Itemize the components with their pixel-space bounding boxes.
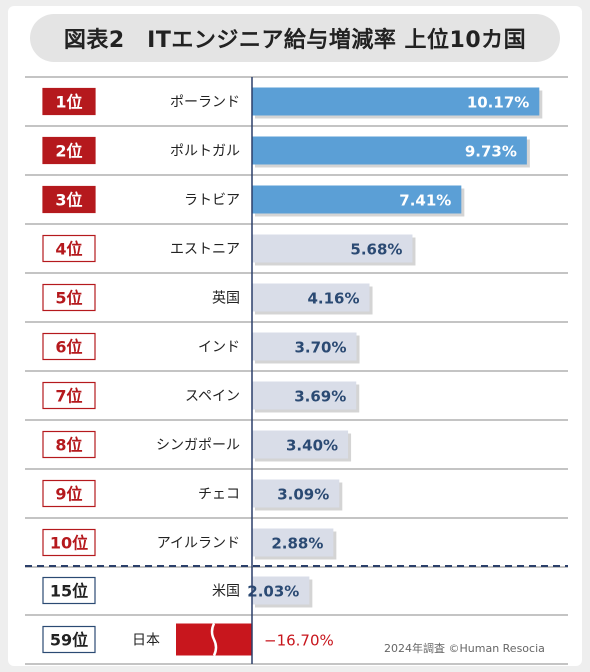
chart-title: 図表2 ITエンジニア給与増減率 上位10カ国 — [30, 14, 560, 62]
value-label: 4.16% — [307, 290, 359, 308]
value-label: 7.41% — [399, 192, 451, 210]
value-label: −16.70% — [264, 632, 334, 650]
rank-label: 8位 — [55, 436, 82, 455]
rank-badge — [42, 332, 96, 361]
bar — [252, 576, 310, 605]
rank-label: 5位 — [55, 289, 82, 308]
bar — [252, 185, 462, 214]
value-label: 3.09% — [277, 486, 329, 504]
rank-label: 7位 — [55, 387, 82, 406]
rank-badge — [42, 283, 96, 312]
rank-label: 3位 — [55, 191, 82, 210]
rank-badge — [42, 576, 96, 605]
country-label: シンガポール — [156, 438, 240, 454]
rank-badge — [42, 625, 96, 654]
value-label: 9.73% — [465, 143, 517, 161]
source-note: 2024年調査 ©Human Resocia — [384, 642, 545, 655]
rank-badge — [42, 234, 96, 263]
bar — [252, 528, 334, 557]
chart-rows: 1位 ポーランド 10.17% 2位 ポルトガル 9.73% 3位 ラトビア 7.41% 4位 エス… — [25, 76, 568, 665]
rank-badge — [42, 381, 96, 410]
rank-badge — [42, 430, 96, 459]
country-label: ポルトガル — [170, 144, 240, 160]
rank-label: 59位 — [50, 631, 88, 650]
bar — [252, 430, 349, 459]
country-label: エストニア — [170, 242, 240, 258]
country-label: 日本 — [132, 633, 160, 649]
value-label: 3.70% — [294, 339, 346, 357]
value-label: 3.40% — [286, 437, 338, 455]
rank-badge — [42, 185, 96, 214]
rank-label: 4位 — [55, 240, 82, 259]
country-label: チェコ — [198, 487, 240, 503]
bar — [252, 87, 540, 116]
bar — [252, 332, 357, 361]
country-label: 米国 — [212, 584, 240, 600]
rank-label: 1位 — [55, 93, 82, 112]
country-label: ポーランド — [170, 95, 240, 111]
rank-badge — [42, 136, 96, 165]
value-label: 2.88% — [271, 535, 323, 553]
country-label: 英国 — [212, 290, 240, 307]
rank-badge — [42, 479, 96, 508]
rank-badge — [42, 528, 96, 557]
rank-label: 15位 — [50, 582, 88, 601]
bar — [252, 381, 357, 410]
bar — [252, 136, 527, 165]
bar — [252, 234, 413, 263]
rank-label: 10位 — [50, 534, 88, 553]
country-label: インド — [198, 340, 240, 356]
axis-break-mark — [210, 622, 218, 657]
value-label: 5.68% — [350, 241, 402, 259]
rank-label: 2位 — [55, 142, 82, 161]
rank-label: 9位 — [55, 485, 82, 504]
rank-badge — [42, 87, 96, 116]
country-label: アイルランド — [157, 536, 240, 552]
country-label: ラトビア — [184, 193, 240, 209]
bar — [252, 283, 370, 312]
value-label: 3.69% — [294, 388, 346, 406]
value-label: 2.03% — [247, 583, 299, 601]
bar — [252, 479, 340, 508]
country-label: スペイン — [185, 389, 240, 405]
rank-label: 6位 — [55, 338, 82, 357]
value-label: 10.17% — [467, 94, 529, 112]
